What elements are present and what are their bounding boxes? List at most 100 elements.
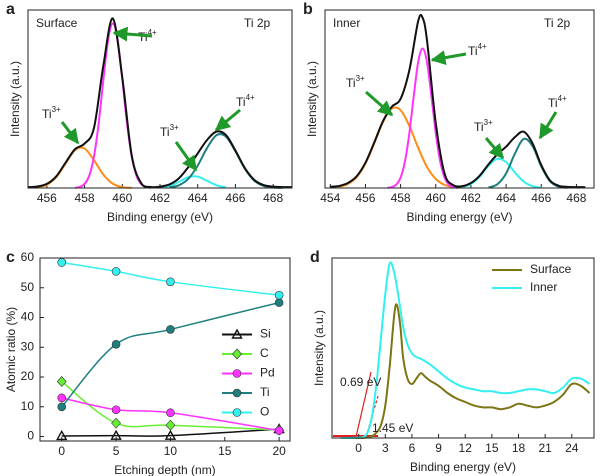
annotation-sup: 3+ — [356, 74, 365, 83]
annotation-sup: 4+ — [478, 42, 487, 51]
legend-marker — [232, 348, 242, 360]
annotation-text: Ti 2p — [544, 16, 571, 30]
x-tick-label: 466 — [531, 191, 551, 205]
marker — [111, 339, 121, 349]
annotation: 1.45 eV — [372, 421, 413, 435]
annotation: Ti4+ — [236, 93, 255, 109]
annotation-arrow — [112, 26, 153, 42]
legend-marker — [231, 328, 243, 339]
plot-frame — [331, 257, 595, 439]
x-tick-label: 18 — [512, 441, 526, 455]
y-tick-label: 50 — [21, 280, 35, 294]
annotation: 0.69 eV — [340, 375, 381, 389]
annotation-text: Ti — [474, 120, 484, 134]
legend-label: Pd — [260, 366, 275, 380]
marker — [56, 430, 68, 441]
y-axis-label: Atomic ratio (%) — [4, 307, 18, 392]
annotation: Ti3+ — [474, 118, 493, 134]
series-line — [340, 261, 591, 440]
x-tick-label: 462 — [461, 191, 481, 205]
annotation-arrow — [538, 111, 558, 140]
annotation: Ti3+ — [42, 105, 61, 121]
x-tick-label: 5 — [113, 444, 120, 458]
x-tick-label: 15 — [485, 441, 499, 455]
series-line — [159, 175, 227, 189]
annotation-sup: 3+ — [52, 105, 61, 114]
series-line — [488, 137, 568, 189]
x-tick-label: 466 — [225, 191, 245, 205]
legend-label: Surface — [530, 262, 572, 276]
annotation-text: Ti — [42, 107, 52, 121]
y-tick-label: 10 — [21, 399, 35, 413]
y-axis-label: Intensity (a.u.) — [305, 61, 319, 137]
annotation-arrow — [60, 121, 80, 145]
annotation-text: Ti 2p — [244, 16, 271, 30]
marker — [111, 417, 121, 429]
annotation: Ti4+ — [468, 42, 487, 58]
x-tick-label: 462 — [150, 191, 170, 205]
marker — [166, 277, 175, 287]
y-tick-label: 40 — [21, 310, 35, 324]
series-line — [74, 22, 151, 189]
series-line — [340, 303, 591, 440]
x-tick-label: 458 — [75, 191, 95, 205]
x-tick-label: 0 — [355, 441, 362, 455]
marker — [274, 290, 284, 300]
x-tick-label: 21 — [538, 441, 552, 455]
annotation-sup: 4+ — [148, 28, 157, 37]
x-tick-label: 9 — [435, 441, 442, 455]
marker — [164, 429, 177, 440]
x-tick-label: 24 — [565, 441, 579, 455]
annotation-text: Inner — [333, 16, 360, 30]
marker — [165, 419, 176, 431]
x-tick-label: 468 — [263, 191, 283, 205]
series-line — [61, 301, 280, 408]
marker — [57, 393, 67, 403]
annotation-sup: 3+ — [484, 118, 493, 127]
marker — [56, 376, 67, 387]
marker — [57, 258, 67, 267]
panel-label: a — [6, 1, 15, 18]
annotation-sup: 3+ — [170, 123, 179, 132]
annotation-text: Ti — [160, 125, 170, 139]
annotation-text: Ti — [346, 76, 356, 90]
panel-label: d — [310, 249, 320, 266]
y-axis-label: Intensity (a.u.) — [8, 61, 22, 137]
annotation: Surface — [36, 16, 78, 30]
y-axis-label: Intensity (a.u.) — [312, 310, 326, 386]
x-axis-label: Binding energy (eV) — [107, 210, 213, 224]
marker — [111, 267, 121, 276]
x-tick-label: 6 — [409, 441, 416, 455]
marker — [274, 298, 284, 307]
annotation-text: Ti — [548, 96, 558, 110]
x-tick-label: 12 — [459, 441, 473, 455]
series-line — [330, 13, 586, 189]
marker — [166, 408, 175, 418]
y-tick-label: 30 — [21, 339, 35, 353]
y-tick-label: 20 — [21, 369, 35, 383]
annotation: Ti 2p — [244, 16, 271, 30]
annotation: Ti3+ — [346, 74, 365, 90]
annotation-sup: 4+ — [558, 94, 567, 103]
x-tick-label: 20 — [272, 444, 286, 458]
series-line — [61, 261, 280, 296]
panel-label: b — [303, 1, 313, 18]
x-tick-label: 464 — [188, 191, 208, 205]
y-tick-label: 60 — [21, 250, 35, 264]
legend-label: Si — [260, 327, 271, 341]
series-line — [27, 17, 293, 189]
y-tick-label: 0 — [27, 429, 34, 443]
plot-frame — [39, 257, 291, 442]
x-tick-label: 454 — [320, 191, 340, 205]
marker — [57, 402, 67, 412]
panel-label: c — [6, 249, 15, 266]
legend-label: C — [260, 346, 269, 360]
x-tick-label: 0 — [58, 444, 65, 458]
x-axis-label: Etching depth (nm) — [114, 463, 215, 476]
x-tick-label: 468 — [566, 191, 586, 205]
onset-line — [355, 371, 372, 438]
x-tick-label: 456 — [355, 191, 375, 205]
x-tick-label: 460 — [112, 191, 132, 205]
annotation-text: Ti — [236, 95, 246, 109]
